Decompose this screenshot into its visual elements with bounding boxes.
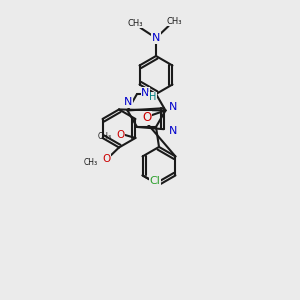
Text: H: H	[149, 92, 156, 102]
Text: N: N	[141, 88, 150, 98]
Text: O: O	[142, 112, 152, 124]
Text: N: N	[169, 126, 178, 136]
Text: N: N	[152, 33, 160, 43]
Text: CH₃: CH₃	[127, 19, 143, 28]
Text: N: N	[169, 102, 178, 112]
Text: N: N	[124, 97, 132, 107]
Text: CH₃: CH₃	[98, 132, 112, 141]
Text: Cl: Cl	[150, 176, 160, 186]
Text: CH₃: CH₃	[166, 17, 182, 26]
Text: CH₃: CH₃	[84, 158, 98, 167]
Text: O: O	[116, 130, 124, 140]
Text: O: O	[102, 154, 110, 164]
